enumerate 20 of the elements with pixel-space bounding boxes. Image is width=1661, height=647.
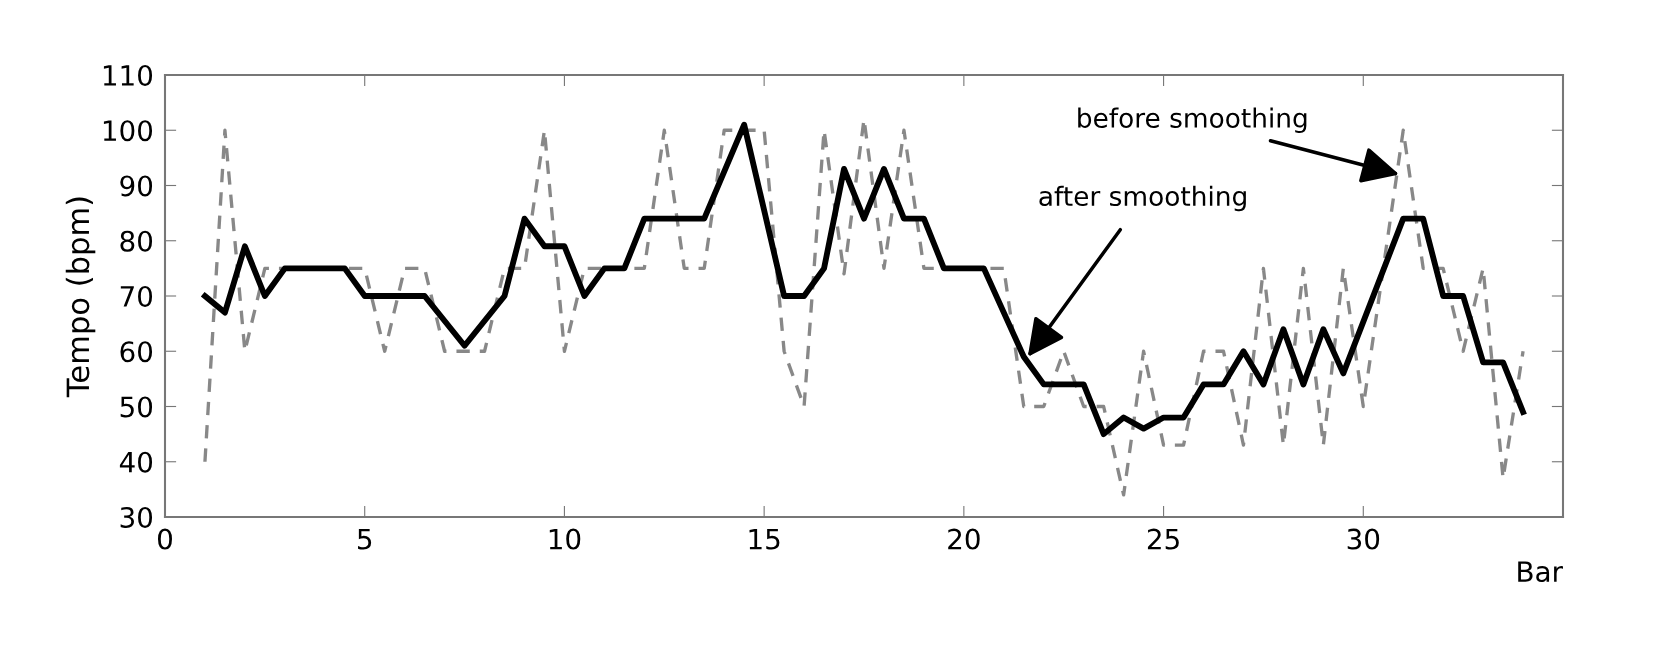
x-axis-title: Bar (1518, 561, 1563, 583)
y-tick-label: 40 (119, 451, 153, 473)
y-tick-label: 60 (120, 341, 153, 363)
x-tick-label: 5 (358, 528, 372, 550)
annotation: after smoothing (1039, 185, 1246, 212)
x-tick-label: 10 (549, 528, 581, 550)
x-tick-label: 25 (1147, 528, 1179, 550)
x-tick-label: 20 (948, 528, 980, 550)
y-tick-label: 90 (120, 175, 153, 197)
y-tick-label: 110 (103, 64, 153, 86)
y-tick-label: 70 (120, 285, 153, 307)
y-tick-label: 30 (120, 506, 153, 528)
y-tick-label: 50 (120, 396, 153, 418)
y-tick-label: 80 (120, 230, 153, 252)
y-axis-title: Tempo (bpm) (65, 197, 96, 398)
y-tick-label: 100 (103, 120, 153, 142)
annotation: before smoothing (1078, 107, 1307, 134)
x-tick-label: 15 (749, 528, 780, 550)
x-tick-label: 30 (1347, 528, 1380, 550)
x-tick-label: 0 (157, 528, 172, 550)
